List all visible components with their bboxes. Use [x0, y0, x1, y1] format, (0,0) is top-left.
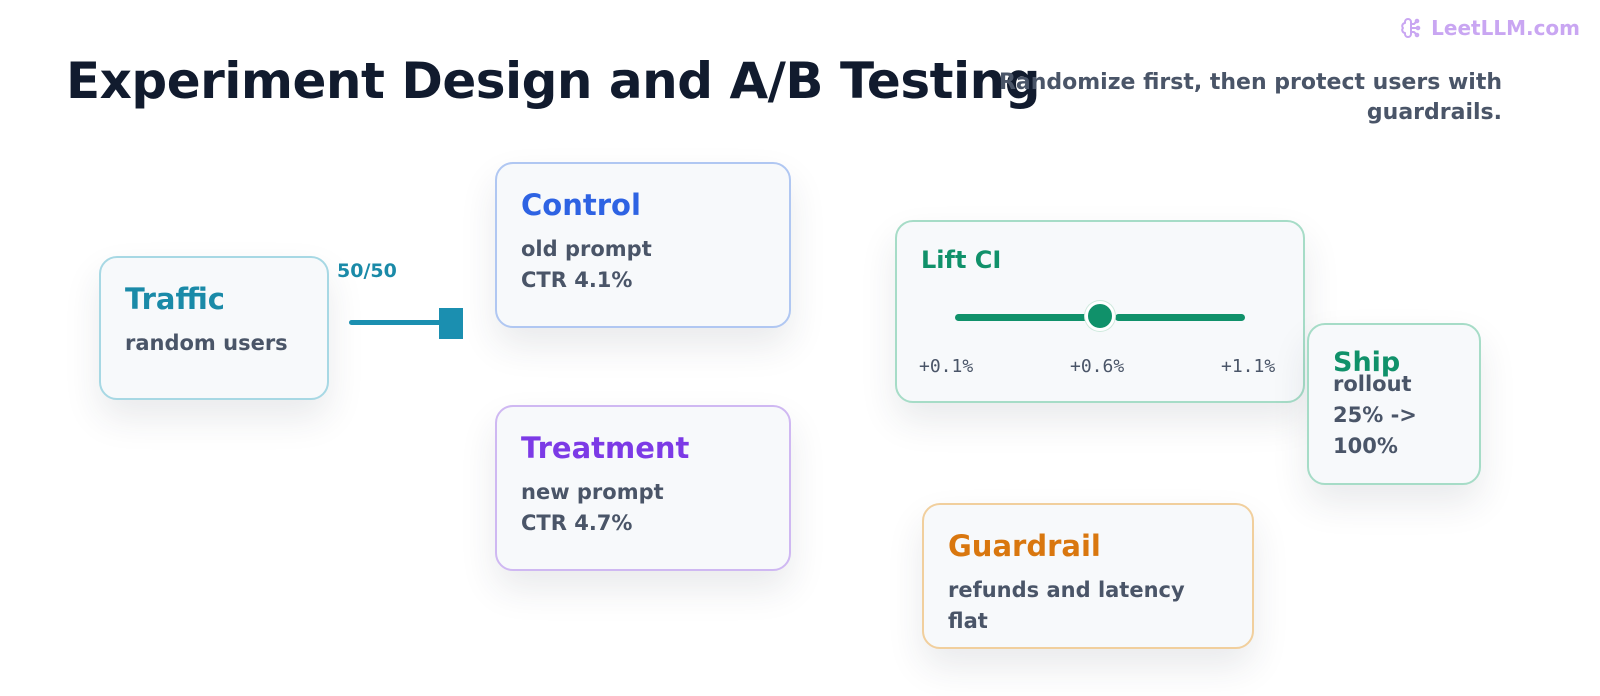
ci-high-label: +1.1% — [1221, 356, 1276, 377]
ship-title: Ship — [1333, 347, 1401, 378]
treatment-line: new prompt — [521, 480, 664, 504]
ship-line: 25% -> — [1333, 403, 1417, 427]
ci-track-right — [1115, 314, 1245, 321]
treatment-body: new prompt CTR 4.7% — [521, 477, 765, 539]
ci-point-estimate — [1085, 301, 1115, 331]
lift-ci-title: Lift CI — [921, 246, 1002, 274]
traffic-card: Traffic random users — [99, 256, 329, 400]
split-connector-end — [439, 308, 463, 339]
lift-ci-card: Lift CI +0.1% +0.6% +1.1% — [895, 220, 1305, 403]
guardrail-title: Guardrail — [948, 529, 1101, 563]
control-card: Control old prompt CTR 4.1% — [495, 162, 791, 328]
guardrail-card: Guardrail refunds and latency flat — [922, 503, 1254, 649]
brain-icon — [1401, 18, 1421, 38]
control-line: old prompt — [521, 237, 652, 261]
ci-track-left — [955, 314, 1101, 321]
control-title: Control — [521, 188, 641, 222]
control-body: old prompt CTR 4.1% — [521, 234, 765, 296]
treatment-title: Treatment — [521, 431, 690, 465]
treatment-card: Treatment new prompt CTR 4.7% — [495, 405, 791, 571]
guardrail-line: refunds and latency flat — [948, 578, 1185, 633]
page-subtitle: Randomize first, then protect users with… — [998, 70, 1502, 125]
brand-logo[interactable]: LeetLLM.com — [1399, 16, 1580, 40]
traffic-title: Traffic — [125, 282, 225, 316]
guardrail-body: refunds and latency flat — [948, 575, 1228, 637]
ship-body: rollout 25% -> 100% — [1333, 369, 1453, 462]
ship-card: Ship rollout 25% -> 100% — [1307, 323, 1481, 485]
split-connector-line — [349, 320, 449, 325]
split-label: 50/50 — [337, 260, 397, 282]
traffic-body: random users — [125, 328, 303, 359]
page-title: Experiment Design and A/B Testing — [66, 52, 1041, 110]
brand-name: LeetLLM.com — [1431, 16, 1580, 40]
treatment-line: CTR 4.7% — [521, 511, 633, 535]
control-line: CTR 4.1% — [521, 268, 633, 292]
ship-line: rollout — [1333, 372, 1412, 396]
ci-mid-label: +0.6% — [1070, 356, 1125, 377]
ci-low-label: +0.1% — [919, 356, 974, 377]
traffic-line: random users — [125, 331, 288, 355]
ship-line: 100% — [1333, 434, 1398, 458]
